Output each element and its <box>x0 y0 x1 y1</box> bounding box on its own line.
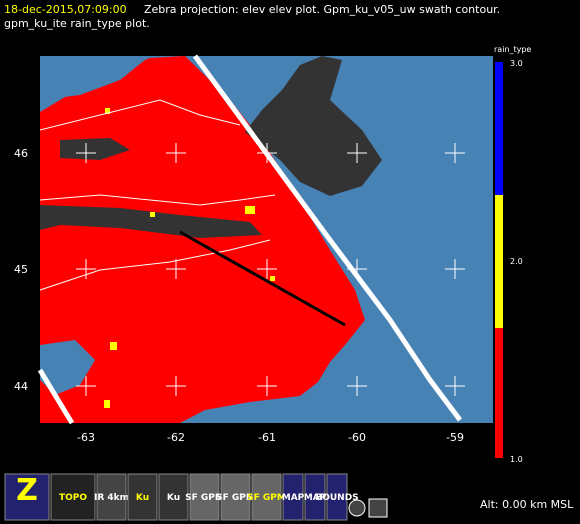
tool-icon[interactable] <box>368 498 388 518</box>
y-tick-label: 46 <box>14 147 28 160</box>
tool-icon[interactable] <box>348 499 366 517</box>
color-convective <box>495 195 503 328</box>
icon-label: MAP <box>282 493 305 503</box>
x-tick-label: -60 <box>348 431 366 444</box>
icon-label: MAP <box>304 493 327 503</box>
water-patch <box>40 56 150 100</box>
icon-frame <box>304 473 326 521</box>
x-ticks: -63 -62 -61 -60 -59 <box>77 431 464 444</box>
icon-frame <box>189 473 220 521</box>
icon-label: IR 4km <box>94 493 129 503</box>
colorbar-title: rain_type <box>494 45 531 54</box>
rain-none <box>40 205 262 238</box>
x-tick-label: -59 <box>446 431 464 444</box>
tool-icon[interactable]: Z <box>4 473 50 521</box>
coastline <box>39 194 276 206</box>
rain-none <box>60 138 130 160</box>
icon-label: BOUNDS <box>315 493 358 503</box>
icon-frame <box>282 473 304 521</box>
coastline <box>39 239 271 291</box>
map <box>37 54 493 425</box>
rain-convective <box>245 206 255 214</box>
icon-frame <box>220 473 251 521</box>
x-tick-label: -62 <box>167 431 185 444</box>
icon-label: Ku <box>167 493 180 503</box>
icon-frame <box>127 473 158 521</box>
tool-icon[interactable]: SF GPM <box>185 473 224 521</box>
icon-frame <box>96 473 127 521</box>
grid-crosses <box>76 143 465 396</box>
tool-icon[interactable]: MAP <box>282 473 305 521</box>
swath-edge <box>192 54 462 422</box>
tool-icon[interactable]: SF GPM <box>216 473 255 521</box>
swath-edge <box>37 368 75 425</box>
cross-section-line <box>179 230 346 327</box>
icon-frame <box>158 473 189 521</box>
colorbar-label: 2.0 <box>510 257 523 266</box>
header-line2: gpm_ku_ite rain_type plot. <box>4 17 150 30</box>
tool-icon[interactable]: IR 4km <box>94 473 129 521</box>
icon-label: SF GPM <box>185 493 224 503</box>
coastline <box>39 99 241 131</box>
color-convective-other <box>495 62 503 195</box>
tool-icon[interactable]: Ku <box>158 473 189 521</box>
rain-none <box>245 56 382 196</box>
rain-convective <box>270 276 275 281</box>
icon-frame <box>4 473 50 521</box>
y-tick-label: 44 <box>14 380 28 393</box>
rain-convective <box>110 342 117 350</box>
tool-icon[interactable]: MAP <box>304 473 327 521</box>
rain-convective <box>104 400 110 408</box>
icon-frame <box>251 473 282 521</box>
icon-label: TOPO <box>59 493 87 503</box>
icon-label: Z <box>16 473 38 508</box>
tool-icon[interactable]: SF GPM <box>247 473 286 521</box>
icon-frame <box>50 473 96 521</box>
icon-label: SF GPM <box>216 493 255 503</box>
y-ticks: 46 45 44 <box>14 147 28 393</box>
tool-icon[interactable]: TOPO <box>50 473 96 521</box>
header-time: 18-dec-2015,07:09:00 <box>4 3 127 16</box>
header-line1: Zebra projection: elev elev plot. Gpm_ku… <box>144 3 500 16</box>
rain-convective <box>105 108 110 114</box>
rain-convective <box>150 212 155 217</box>
colorbar-label: 3.0 <box>510 59 523 68</box>
colorbar-label: 1.0 <box>510 455 523 464</box>
icon-label: SF GPM <box>247 493 286 503</box>
icon-frame <box>326 473 348 521</box>
color-stratiform <box>495 328 503 458</box>
icon-label: Ku <box>136 493 149 503</box>
x-tick-label: -61 <box>258 431 276 444</box>
water-patch <box>40 340 95 395</box>
colorbar-labels: 3.0 2.0 1.0 <box>510 59 523 464</box>
altitude-status: Alt: 0.00 km MSL <box>480 498 574 511</box>
y-tick-label: 45 <box>14 263 28 276</box>
tool-icon[interactable]: Ku <box>127 473 158 521</box>
tool-icon[interactable]: BOUNDS <box>315 473 359 521</box>
x-tick-label: -63 <box>77 431 95 444</box>
colorbar: rain_type 3.0 2.0 1.0 <box>494 45 531 464</box>
